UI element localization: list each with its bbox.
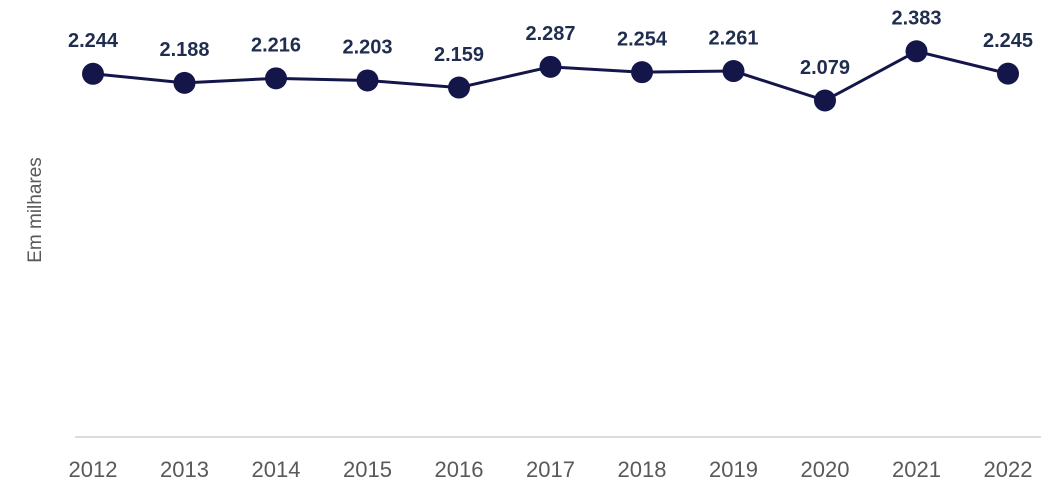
data-label: 2.079 [800,57,850,79]
x-tick-label: 2016 [435,457,484,482]
marker [631,61,653,84]
x-tick-label: 2022 [984,457,1033,482]
x-tick-label: 2015 [343,457,392,482]
data-label: 2.254 [617,28,668,50]
marker [814,89,836,112]
marker [905,40,928,63]
data-label: 2.216 [251,35,301,57]
data-label: 2.159 [434,44,484,66]
data-label: 2.287 [525,23,575,45]
data-label: 2.245 [983,30,1033,52]
data-label: 2.244 [68,30,119,52]
data-label: 2.203 [342,37,392,59]
marker [539,55,562,78]
marker [82,62,104,85]
x-tick-label: 2018 [618,457,667,482]
marker [997,62,1019,85]
x-tick-label: 2017 [526,457,575,482]
marker [265,67,287,90]
x-tick-label: 2012 [69,457,118,482]
marker [448,76,470,99]
x-tick-label: 2013 [160,457,209,482]
data-label: 2.383 [891,8,941,30]
marker [722,60,745,83]
data-label: 2.261 [708,27,758,49]
data-label: 2.188 [159,39,209,61]
x-tick-label: 2019 [709,457,758,482]
x-tick-label: 2014 [252,457,301,482]
marker [356,69,379,92]
y-axis-label: Em milhares [25,157,46,263]
x-tick-label: 2021 [892,457,941,482]
marker [173,71,196,94]
x-tick-label: 2020 [801,457,850,482]
